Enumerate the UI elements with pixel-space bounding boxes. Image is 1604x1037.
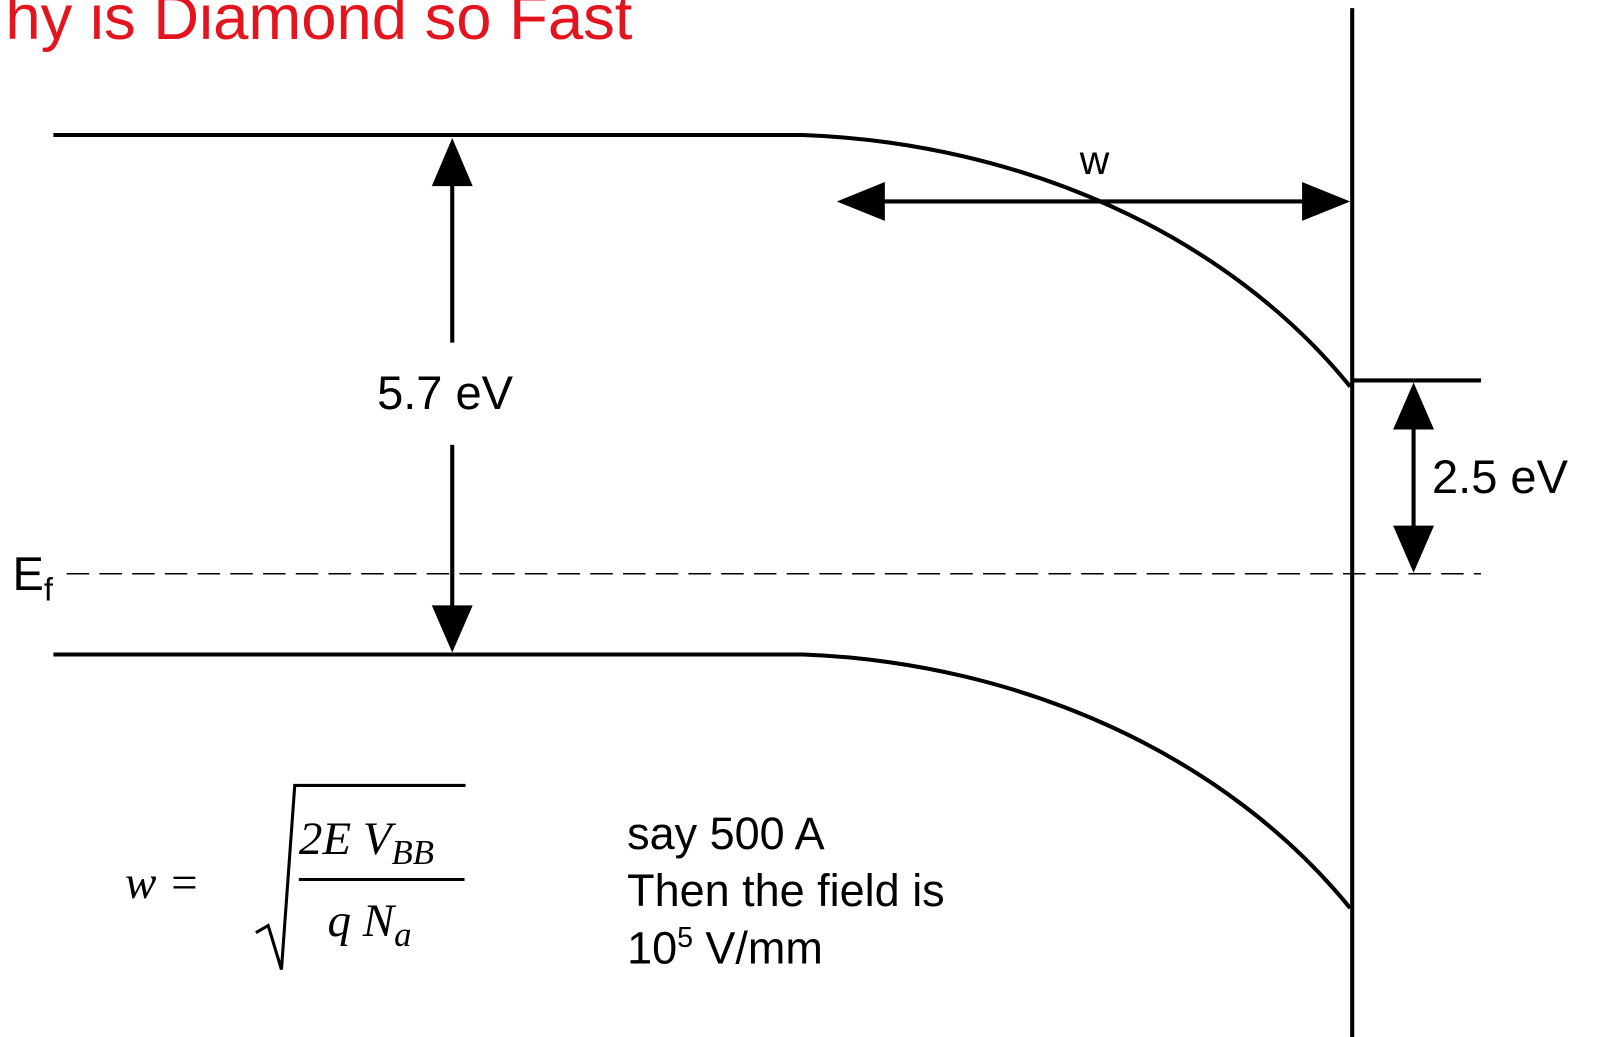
note: say 500 A: [627, 808, 825, 859]
formula-lhs: w =: [125, 857, 200, 909]
fermi-label: Ef: [12, 547, 53, 607]
formula-numerator: 2E VBB: [299, 813, 434, 872]
barrier-arrow: [1393, 382, 1435, 573]
width-label: w: [1079, 137, 1110, 183]
width-arrow: [836, 182, 1351, 221]
barrier-label: 2.5 eV: [1432, 450, 1569, 503]
formula: w = 2E VBB q Na: [125, 783, 466, 970]
conduction-band: [53, 132, 1352, 388]
gap-label: 5.7 eV: [377, 366, 514, 419]
field-note: 105 V/mm: [627, 922, 823, 973]
note: Then the field is: [627, 865, 945, 916]
slide-title: hy is Diamond so Fast: [5, 0, 632, 53]
gap-arrow: [431, 138, 473, 653]
valence-band: [53, 652, 1352, 910]
formula-denominator: q Na: [327, 895, 411, 954]
